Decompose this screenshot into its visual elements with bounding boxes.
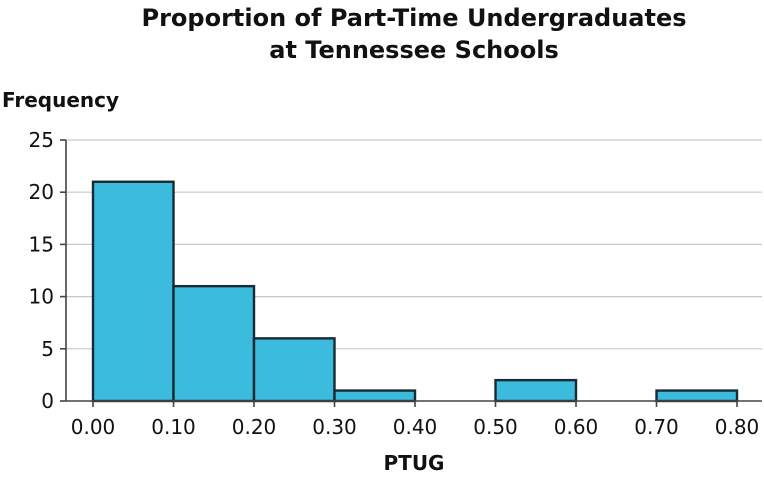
histogram-bar-5 — [494, 378, 578, 403]
histogram-bar-0 — [91, 180, 175, 403]
histogram-bar-2 — [252, 337, 336, 403]
axes — [60, 139, 762, 407]
chart-title-line-1: Proportion of Part-Time Undergraduates — [141, 4, 686, 32]
y-tick-label: 5 — [41, 337, 54, 361]
y-tick-label: 25 — [29, 128, 54, 152]
x-tick-label: 0.20 — [232, 415, 277, 439]
bars — [91, 180, 739, 403]
x-tick-labels: 0.00 0.10 0.20 0.30 0.40 0.50 0.60 0.70 0.80 — [71, 415, 760, 439]
histogram-bar-7 — [655, 389, 739, 403]
y-tick-label: 0 — [41, 389, 54, 413]
x-tick-label: 0.10 — [151, 415, 196, 439]
x-tick-label: 0.40 — [393, 415, 438, 439]
x-tick-label: 0.60 — [554, 415, 599, 439]
chart-title-line-2: at Tennessee Schools — [269, 36, 559, 64]
x-tick-label: 0.80 — [715, 415, 760, 439]
x-axis-title: PTUG — [384, 451, 445, 475]
y-tick-label: 15 — [29, 232, 54, 256]
y-tick-label: 20 — [29, 180, 54, 204]
x-tick-label: 0.30 — [312, 415, 357, 439]
y-tick-labels: 0 5 10 15 20 25 — [29, 128, 54, 413]
x-tick-label: 0.00 — [71, 415, 116, 439]
y-tick-label: 10 — [29, 285, 54, 309]
x-tick-label: 0.70 — [634, 415, 679, 439]
histogram-bar-1 — [172, 284, 256, 403]
y-axis-title: Frequency — [2, 88, 119, 112]
x-tick-label: 0.50 — [473, 415, 518, 439]
histogram-bar-3 — [333, 389, 417, 403]
